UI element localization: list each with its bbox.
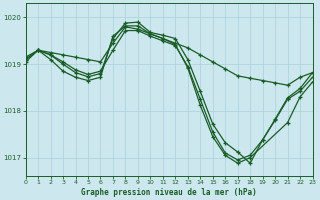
X-axis label: Graphe pression niveau de la mer (hPa): Graphe pression niveau de la mer (hPa)	[81, 188, 257, 197]
